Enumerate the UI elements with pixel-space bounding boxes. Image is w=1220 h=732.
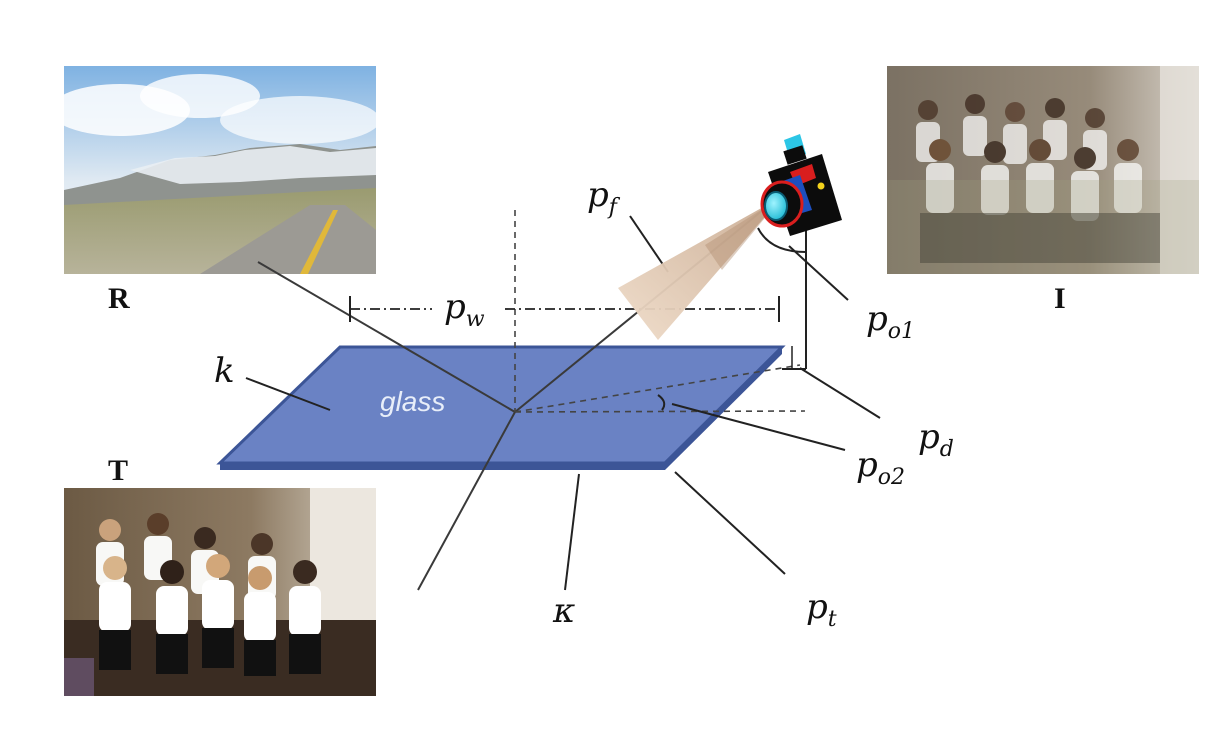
param-kappa: κ bbox=[553, 591, 576, 631]
glass-label: glass bbox=[380, 386, 446, 417]
param-p-f: pf bbox=[587, 175, 617, 220]
horizontal-dashed bbox=[514, 410, 806, 413]
pointer-lines bbox=[245, 215, 881, 591]
input-image bbox=[887, 66, 1199, 274]
reflection-label: R bbox=[108, 282, 130, 315]
transmission-label: T bbox=[108, 454, 129, 487]
transmission-image bbox=[64, 488, 376, 696]
param-p-t: pt bbox=[806, 587, 837, 632]
param-p-o1: po1 bbox=[866, 299, 916, 344]
guide-lines bbox=[349, 210, 807, 413]
glass-plate bbox=[216, 345, 786, 470]
param-p-w: pw bbox=[444, 287, 485, 332]
param-p-d: pd bbox=[918, 417, 954, 462]
reflection-image bbox=[50, 66, 380, 274]
reflected-ray bbox=[257, 261, 516, 413]
param-p-o2: po2 bbox=[856, 445, 906, 490]
input-label: I bbox=[1054, 282, 1066, 315]
transmitted-ray bbox=[417, 411, 516, 591]
param-k: k bbox=[214, 351, 235, 391]
view-cone bbox=[618, 196, 783, 340]
angle-arc bbox=[657, 394, 666, 411]
camera-icon bbox=[760, 134, 842, 236]
tilt-dashed bbox=[514, 364, 801, 413]
